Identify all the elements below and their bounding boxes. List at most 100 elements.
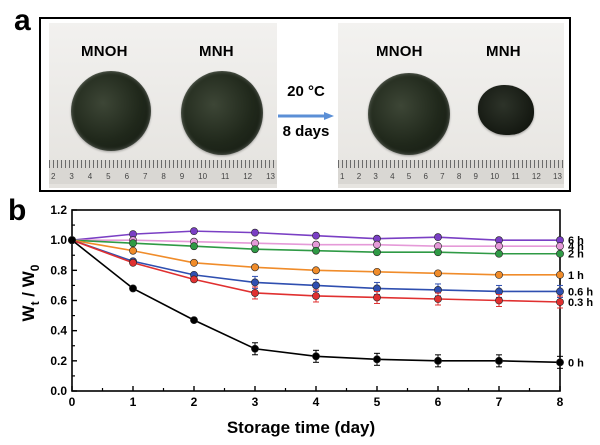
x-tick-label: 7 bbox=[496, 395, 503, 409]
ruler-number: 10 bbox=[198, 172, 208, 181]
photo-before-label-mnoh: MNOH bbox=[81, 43, 128, 60]
ruler-number: 3 bbox=[373, 172, 378, 181]
data-point bbox=[495, 270, 503, 279]
y-axis-title-w0: / W bbox=[19, 270, 38, 301]
data-point bbox=[251, 289, 259, 297]
disc-mnh-before bbox=[181, 71, 263, 155]
data-point bbox=[312, 246, 320, 255]
x-axis-title: Storage time (day) bbox=[227, 418, 375, 437]
data-point bbox=[251, 278, 259, 287]
photo-before: MNOH MNH 2 3 4 5 6 7 8 9 10 11 12 13 bbox=[49, 23, 277, 188]
data-point bbox=[251, 344, 259, 353]
data-point bbox=[373, 293, 381, 302]
data-point bbox=[251, 228, 259, 237]
ruler-number: 2 bbox=[51, 172, 56, 181]
data-point bbox=[556, 242, 564, 251]
condition-duration: 8 days bbox=[282, 123, 330, 140]
data-point bbox=[373, 267, 381, 276]
y-tick-label: 0.4 bbox=[50, 324, 67, 338]
data-point bbox=[129, 246, 137, 255]
x-tick-label: 8 bbox=[557, 395, 564, 409]
retention-line-chart: 0 1 2 3 4 5 6 7 8 0.0 0.2 0.4 0.6 0.8 1.0 1.2 6 h4 h2 h… bbox=[19, 203, 593, 437]
data-point bbox=[495, 356, 503, 365]
data-point bbox=[68, 236, 76, 245]
arrow-right-icon bbox=[278, 112, 334, 120]
series-0-h bbox=[68, 236, 564, 369]
y-tick-label: 0.6 bbox=[50, 294, 67, 308]
data-point bbox=[556, 358, 564, 367]
ruler-number: 5 bbox=[106, 172, 111, 181]
ruler-left: 2 3 4 5 6 7 8 9 10 11 12 13 bbox=[49, 160, 277, 184]
y-tick-label: 1.0 bbox=[50, 233, 67, 247]
ruler-number: 7 bbox=[142, 172, 148, 181]
panel-label-b: b bbox=[8, 194, 27, 227]
data-point bbox=[190, 227, 198, 236]
ruler-number: 12 bbox=[531, 172, 541, 181]
data-point bbox=[434, 269, 442, 278]
series-0-3-h bbox=[68, 236, 564, 309]
data-point bbox=[556, 270, 564, 279]
x-tick-label: 2 bbox=[191, 395, 198, 409]
data-point bbox=[434, 295, 442, 303]
data-point bbox=[190, 316, 198, 325]
y-axis-title-sub-0: 0 bbox=[28, 264, 42, 271]
data-point bbox=[434, 248, 442, 257]
y-tick-label: 0.8 bbox=[50, 263, 67, 277]
photo-before-label-mnh: MNH bbox=[199, 43, 234, 60]
ruler-number: 11 bbox=[220, 172, 230, 181]
y-axis-title-sub-t: t bbox=[28, 301, 42, 305]
ruler-number: 2 bbox=[356, 172, 362, 181]
ruler-right-numbers: 1 2 3 4 5 6 7 8 9 10 11 12 13 bbox=[340, 172, 562, 184]
data-point bbox=[495, 287, 503, 296]
y-tick-label: 1.2 bbox=[50, 203, 67, 217]
x-tick-label: 4 bbox=[313, 395, 320, 409]
data-point bbox=[190, 275, 198, 284]
data-point bbox=[373, 240, 381, 249]
x-tick-label: 1 bbox=[130, 395, 137, 409]
data-point bbox=[434, 233, 442, 242]
series-label: 0.6 h bbox=[568, 286, 593, 298]
ruler-number: 11 bbox=[511, 172, 520, 181]
x-tick-label: 5 bbox=[374, 395, 381, 409]
ruler-left-numbers: 2 3 4 5 6 7 8 9 10 11 12 13 bbox=[51, 172, 275, 184]
data-point bbox=[251, 263, 259, 272]
ruler-number: 8 bbox=[161, 172, 166, 181]
data-point bbox=[312, 281, 320, 290]
ruler-number: 12 bbox=[243, 172, 253, 181]
data-point bbox=[373, 248, 381, 257]
data-point bbox=[373, 284, 381, 293]
x-tick-label: 6 bbox=[435, 395, 442, 409]
data-point bbox=[312, 266, 320, 275]
ruler-number: 4 bbox=[390, 172, 395, 181]
ruler-number: 9 bbox=[179, 172, 185, 181]
ruler-number: 13 bbox=[266, 172, 275, 181]
data-point bbox=[251, 245, 259, 254]
photo-after-label-mnoh: MNOH bbox=[376, 43, 423, 60]
photo-after-label-mnh: MNH bbox=[486, 43, 521, 60]
data-point bbox=[434, 356, 442, 365]
y-axis-title: Wt / W0 bbox=[19, 264, 42, 321]
data-point bbox=[495, 249, 503, 258]
y-tick-label: 0.0 bbox=[50, 384, 67, 398]
x-tick-label: 0 bbox=[69, 395, 76, 409]
y-axis-title-w: W bbox=[19, 304, 38, 321]
data-point bbox=[190, 242, 198, 251]
series-label: 4 h bbox=[568, 241, 584, 253]
ruler-number: 5 bbox=[406, 172, 412, 181]
y-tick-label: 0.2 bbox=[50, 354, 67, 368]
data-point bbox=[556, 298, 564, 306]
data-point bbox=[129, 258, 137, 267]
data-point bbox=[312, 231, 320, 240]
series-label: 1 h bbox=[568, 270, 584, 282]
ruler-number: 3 bbox=[69, 172, 74, 181]
ruler-number: 8 bbox=[456, 172, 462, 181]
series-label: 0.3 h bbox=[568, 297, 593, 309]
ruler-right: 1 2 3 4 5 6 7 8 9 10 11 12 13 bbox=[338, 160, 564, 184]
panel-label-a: a bbox=[14, 4, 31, 37]
disc-mnoh-after bbox=[368, 73, 450, 155]
x-tick-label: 3 bbox=[252, 395, 259, 409]
condition-temperature: 20 °C bbox=[287, 83, 325, 100]
data-point bbox=[190, 258, 198, 267]
data-point bbox=[434, 286, 442, 294]
series-label: 2 h bbox=[568, 249, 584, 261]
